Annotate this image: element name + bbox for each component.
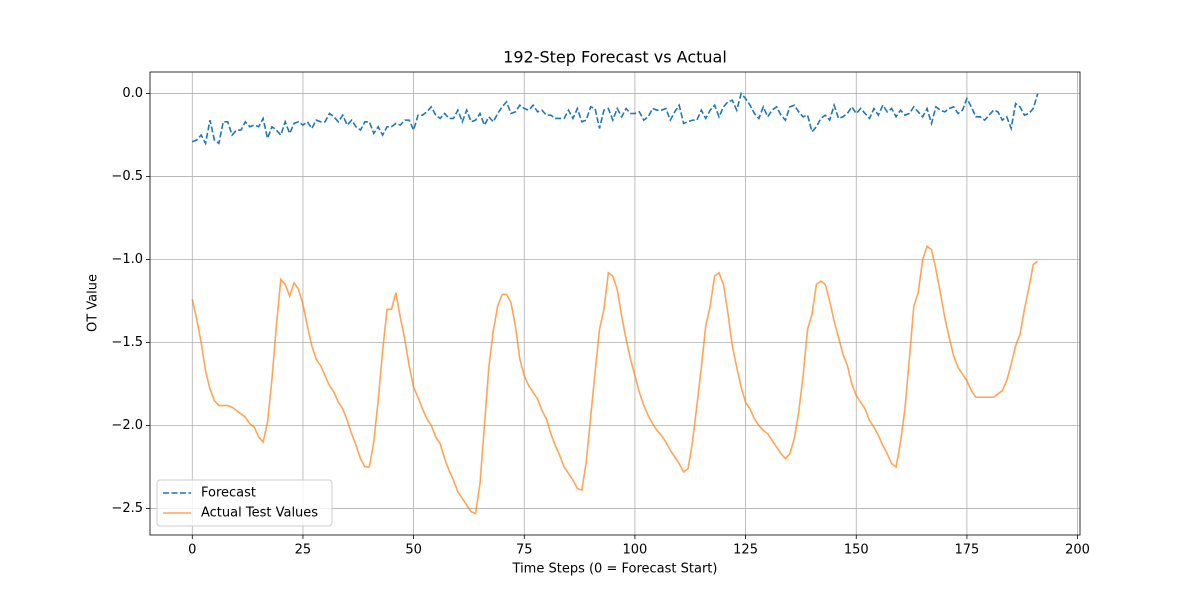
legend-label: Actual Test Values (201, 506, 318, 521)
plot-frame (149, 71, 1081, 536)
x-tick-label: 200 (1065, 543, 1090, 558)
x-tick-label: 50 (405, 543, 422, 558)
y-tick-label: −1.5 (111, 335, 143, 350)
x-tick-label: 100 (623, 543, 648, 558)
series-line (191, 91, 1039, 146)
y-tick-label: −1.0 (111, 252, 143, 267)
y-axis-label: OT Value (86, 274, 101, 332)
y-tick-label: −0.5 (111, 169, 143, 184)
y-tick-label: −2.0 (111, 418, 143, 433)
x-axis-label: Time Steps (0 = Forecast Start) (512, 562, 718, 577)
legend-label: Forecast (201, 486, 256, 501)
series-line (191, 244, 1039, 515)
y-tick-label: −2.5 (111, 501, 143, 516)
y-tick-label: 0.0 (122, 86, 143, 101)
x-tick-label: 125 (733, 543, 758, 558)
legend-box (156, 479, 333, 527)
x-tick-label: 75 (516, 543, 533, 558)
x-tick-label: 150 (844, 543, 869, 558)
x-tick-label: 25 (295, 543, 312, 558)
x-tick-label: 175 (954, 543, 979, 558)
x-tick-label: 0 (188, 543, 196, 558)
chart-title: 192-Step Forecast vs Actual (503, 48, 727, 67)
